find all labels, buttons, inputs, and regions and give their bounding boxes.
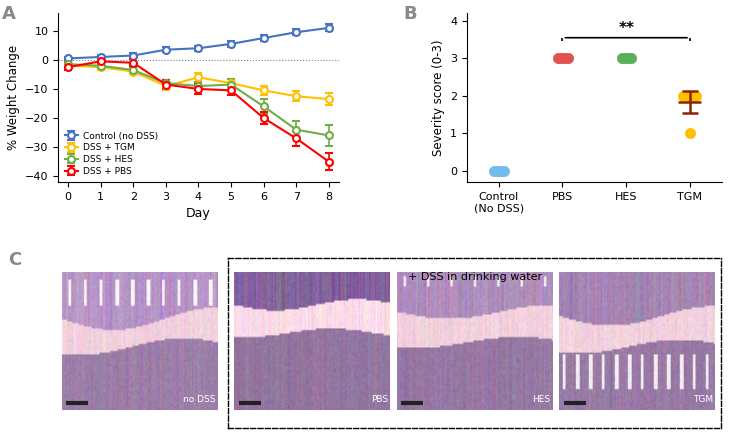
Point [619, 55, 631, 62]
Point [690, 92, 702, 99]
Text: B: B [403, 5, 417, 23]
Text: no DSS: no DSS [183, 395, 216, 405]
Point [498, 167, 510, 174]
Point [562, 55, 574, 62]
Point [623, 55, 634, 62]
Point [684, 92, 695, 99]
Point [684, 129, 695, 137]
Text: + DSS in drinking water: + DSS in drinking water [408, 272, 542, 282]
Point [555, 55, 567, 62]
Text: HES: HES [532, 395, 550, 405]
X-axis label: Day: Day [186, 207, 211, 220]
Text: TGM: TGM [693, 395, 713, 405]
Point [687, 92, 699, 99]
Y-axis label: % Weight Change: % Weight Change [7, 45, 20, 150]
Point [552, 55, 564, 62]
Point [678, 92, 690, 99]
Point [681, 92, 693, 99]
Point [616, 55, 628, 62]
Text: C: C [9, 251, 22, 269]
Text: A: A [2, 5, 16, 23]
Y-axis label: Severity score (0-3): Severity score (0-3) [432, 40, 445, 156]
Point [488, 167, 500, 174]
Text: **: ** [618, 21, 634, 36]
Point [558, 55, 570, 62]
Point [625, 55, 637, 62]
Point [495, 167, 507, 174]
Text: PBS: PBS [371, 395, 388, 405]
Point [491, 167, 503, 174]
Legend: Control (no DSS), DSS + TGM, DSS + HES, DSS + PBS: Control (no DSS), DSS + TGM, DSS + HES, … [61, 128, 161, 179]
